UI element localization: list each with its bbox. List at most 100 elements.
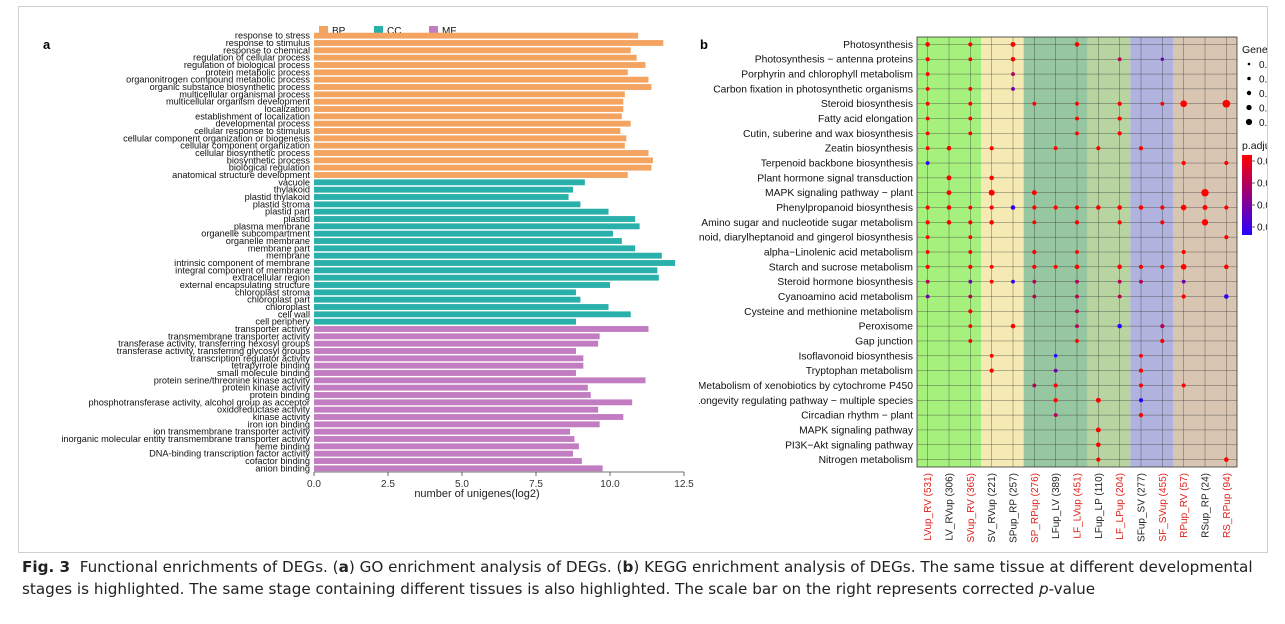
kegg-point	[925, 294, 930, 299]
caption-title: Functional enrichments of DEGs. (	[79, 558, 339, 576]
panel-a-letter: a	[43, 37, 51, 52]
kegg-point	[1181, 294, 1186, 299]
go-bar-localization	[314, 106, 624, 112]
go-legend-label-bp: BP	[332, 26, 346, 37]
figure-caption: Fig. 3 Functional enrichments of DEGs. (…	[22, 556, 1267, 600]
kegg-point	[968, 57, 973, 62]
generatio-legend-label: 0.20	[1259, 104, 1267, 115]
go-category-label: protein metabolic process	[205, 67, 310, 77]
kegg-point	[1160, 205, 1165, 210]
go-bar-cellular-response-to-stimulus	[314, 128, 621, 134]
kegg-pathway-label: Circadian rhythm − plant	[801, 411, 913, 422]
go-category-label: organelle subcompartment	[201, 229, 310, 239]
kegg-comparison-label: SV_RVup (221)	[987, 473, 998, 543]
kegg-point	[1075, 294, 1079, 299]
padjust-tick-label: 0.03	[1257, 201, 1267, 212]
kegg-point	[925, 279, 930, 284]
go-bar-heme-binding	[314, 443, 579, 450]
kegg-point	[1096, 457, 1101, 462]
go-category-label: ion transmembrane transporter activity	[153, 427, 310, 437]
kegg-comparison-labels: LVup_RV (531) LV_RVup (306) SVup_RV (365) S…	[923, 473, 1233, 543]
kegg-point	[1075, 131, 1079, 136]
go-bar-cellular-component-organization	[314, 142, 625, 149]
go-bar-external-encapsulating-structure	[314, 282, 610, 288]
kegg-point	[1180, 264, 1187, 270]
go-category-label: external encapsulating structure	[180, 280, 310, 290]
kegg-point	[925, 205, 930, 210]
go-category-label: regulation of cellular process	[193, 53, 310, 63]
kegg-pathway-label: Cutin, suberine and wax biosynthesis	[743, 129, 913, 140]
figure-frame: a b BP CC MF response to stress response to…	[18, 6, 1268, 553]
kegg-point	[968, 339, 973, 343]
go-bar-regulation-of-cellular-process	[314, 54, 637, 61]
go-category-label: chloroplast part	[247, 295, 310, 305]
go-bar-protein-binding	[314, 392, 591, 398]
kegg-dot-plot: Photosynthesis Photosynthesis − antenna p…	[699, 36, 1267, 543]
go-category-label: oxidoreductase activity	[217, 405, 310, 415]
go-category-label: establishment of localization	[195, 111, 310, 121]
kegg-point	[1139, 279, 1143, 284]
kegg-point	[925, 146, 930, 151]
go-category-label: plastid	[283, 214, 310, 224]
generatio-legend-label: 0.05	[1259, 60, 1267, 71]
go-category-label: cell periphery	[255, 317, 310, 327]
kegg-point	[1160, 264, 1165, 269]
kegg-point	[1031, 190, 1037, 196]
go-category-label: thylakoid	[274, 185, 310, 195]
kegg-point	[1117, 294, 1122, 299]
go-category-label: protein kinase activity	[222, 383, 310, 393]
go-bar-transmembrane-transporter-activity	[314, 333, 600, 340]
caption-a: a	[338, 558, 349, 576]
kegg-point	[1075, 324, 1079, 329]
generatio-legend-dot	[1247, 62, 1251, 66]
go-bar-response-to-stimulus	[314, 40, 664, 46]
kegg-point	[1224, 294, 1229, 299]
go-bar-oxidoreductase-activity	[314, 406, 599, 413]
kegg-pathway-labels: Photosynthesis Photosynthesis − antenna p…	[699, 40, 914, 466]
kegg-point	[989, 279, 994, 284]
kegg-point	[1032, 220, 1037, 225]
kegg-comparison-label: LF_LVup (451)	[1073, 473, 1084, 539]
go-bar-biological-regulation	[314, 164, 652, 171]
kegg-point	[1096, 205, 1101, 210]
go-category-label: tetrapyrrole binding	[231, 361, 310, 371]
go-bar-integral-component-of-membrane	[314, 267, 658, 274]
kegg-point	[989, 175, 994, 181]
kegg-point	[968, 101, 973, 106]
kegg-point	[1053, 205, 1058, 210]
go-bar-iron-ion-binding	[314, 421, 600, 428]
panel-b-letter: b	[700, 37, 708, 52]
kegg-point	[1181, 249, 1186, 255]
go-bar-kinase-activity	[314, 414, 624, 420]
go-category-label: transferase activity, transferring hexos…	[118, 339, 310, 349]
kegg-point	[968, 324, 973, 329]
kegg-comparison-label: LFup_LP (110)	[1094, 473, 1105, 539]
kegg-point	[988, 189, 995, 196]
go-bar-anatomical-structure-development	[314, 172, 628, 178]
go-category-label: organelle membrane	[226, 236, 310, 246]
kegg-point	[946, 145, 952, 151]
go-bar-organonitrogen-compound-metabolic-process	[314, 76, 649, 83]
go-category-label: multicellular organism development	[166, 97, 310, 107]
kegg-point	[1075, 339, 1079, 343]
kegg-point	[1138, 205, 1144, 210]
kegg-point	[968, 294, 973, 299]
kegg-point	[1075, 116, 1079, 121]
kegg-pathway-label: Stilbenoid, diarylheptanoid and gingerol…	[699, 233, 913, 244]
kegg-point	[946, 175, 952, 181]
kegg-pathway-label: Starch and sucrose metabolism	[769, 262, 913, 273]
go-category-label: chloroplast stroma	[235, 287, 311, 297]
go-category-label: cellular biosynthetic process	[195, 148, 310, 158]
go-category-label: vacuole	[278, 177, 310, 187]
kegg-point	[1010, 205, 1016, 210]
go-x-axis: 0.0 2.5 5.0 7.5 10.0 12.5	[307, 471, 694, 490]
kegg-point	[1053, 398, 1058, 403]
go-bar-inorganic-molecular-entity-transmembrane-transporter-activity	[314, 436, 575, 442]
go-bar-anion-binding	[314, 465, 603, 472]
kegg-point	[925, 86, 930, 91]
go-category-label: regulation of biological process	[184, 60, 311, 70]
kegg-point	[1010, 41, 1016, 47]
generatio-legend-dot	[1245, 118, 1253, 126]
kegg-point	[968, 264, 973, 269]
go-category-label: plastid thylakoid	[245, 192, 310, 202]
